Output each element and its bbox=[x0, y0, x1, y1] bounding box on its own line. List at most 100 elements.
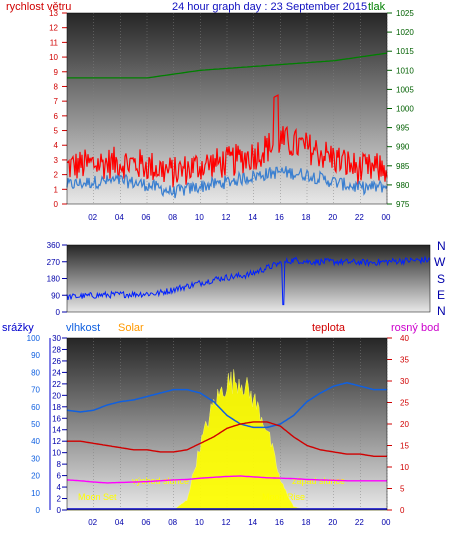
humidity-tick-label: 30 bbox=[31, 454, 40, 463]
legend-humidity: vlhkost bbox=[66, 322, 100, 334]
climate-x-tick-label: 10 bbox=[195, 518, 204, 527]
temperature-tick-label: 35 bbox=[400, 356, 409, 365]
direction-tick-label: 90 bbox=[51, 291, 60, 300]
climate-x-tick-label: 22 bbox=[355, 518, 364, 527]
solar-tick-label: 10 bbox=[52, 449, 61, 458]
solar-tick-label: 6 bbox=[57, 472, 62, 481]
humidity-tick-label: 70 bbox=[31, 386, 40, 395]
humidity-line bbox=[66, 381, 387, 429]
wind-tick-label: 5 bbox=[54, 127, 59, 136]
sunset-label: západ slunce bbox=[292, 476, 345, 486]
wind-tick-label: 8 bbox=[54, 82, 59, 91]
wind-x-tick-label: 04 bbox=[115, 213, 124, 222]
solar-tick-label: 28 bbox=[52, 345, 61, 354]
solar-tick-label: 14 bbox=[52, 426, 61, 435]
pressure-tick-label: 1000 bbox=[396, 105, 414, 114]
wind-gust-line bbox=[66, 94, 388, 188]
wind-x-tick-label: 18 bbox=[302, 213, 311, 222]
compass-s: S bbox=[437, 272, 445, 286]
solar-tick-label: 20 bbox=[52, 391, 61, 400]
solar-tick-label: 18 bbox=[52, 403, 61, 412]
legend-rain: srážky bbox=[2, 322, 34, 334]
climate-x-tick-label: 16 bbox=[275, 518, 284, 527]
compass-e: E bbox=[437, 288, 445, 302]
temperature-tick-label: 10 bbox=[400, 463, 409, 472]
climate-x-tick-label: 14 bbox=[248, 518, 257, 527]
humidity-tick-label: 50 bbox=[31, 420, 40, 429]
solar-tick-label: 16 bbox=[52, 414, 61, 423]
pressure-tick-label: 1025 bbox=[396, 9, 414, 18]
solar-tick-label: 12 bbox=[52, 437, 61, 446]
climate-x-tick-label: 08 bbox=[168, 518, 177, 527]
pressure-tick-label: 1010 bbox=[396, 66, 414, 75]
solar-tick-label: 22 bbox=[52, 380, 61, 389]
climate-x-tick-label: 00 bbox=[382, 518, 391, 527]
wind-panel-frame bbox=[66, 12, 388, 205]
wind-x-tick-label: 02 bbox=[88, 213, 97, 222]
solar-tick-label: 26 bbox=[52, 357, 61, 366]
temperature-tick-label: 15 bbox=[400, 442, 409, 451]
climate-x-tick-label: 18 bbox=[302, 518, 311, 527]
solar-tick-label: 0 bbox=[57, 506, 62, 515]
wind-average-line bbox=[66, 166, 388, 199]
wind-tick-label: 9 bbox=[54, 68, 59, 77]
wind-tick-label: 13 bbox=[49, 9, 58, 18]
wind-x-tick-label: 16 bbox=[275, 213, 284, 222]
compass-n-top: N bbox=[437, 239, 446, 253]
solar-tick-label: 4 bbox=[57, 483, 62, 492]
temperature-tick-label: 40 bbox=[400, 334, 409, 343]
wind-speed-label: rychlost větru bbox=[6, 1, 71, 13]
wind-tick-label: 10 bbox=[49, 53, 58, 62]
temperature-line bbox=[67, 421, 387, 457]
wind-direction-line bbox=[66, 255, 431, 306]
pressure-line bbox=[67, 52, 388, 79]
wind-tick-label: 3 bbox=[54, 156, 59, 165]
wind-x-tick-label: 10 bbox=[195, 213, 204, 222]
pressure-tick-label: 1020 bbox=[396, 28, 414, 37]
climate-x-tick-label: 06 bbox=[142, 518, 151, 527]
legend-dew-point: rosný bod bbox=[391, 322, 439, 334]
wind-tick-label: 2 bbox=[54, 171, 59, 180]
wind-x-tick-label: 14 bbox=[248, 213, 257, 222]
direction-tick-label: 0 bbox=[56, 308, 61, 317]
humidity-tick-label: 80 bbox=[31, 368, 40, 377]
pressure-tick-label: 1005 bbox=[396, 85, 414, 94]
direction-tick-label: 180 bbox=[47, 275, 61, 284]
wind-tick-label: 6 bbox=[54, 112, 59, 121]
wind-x-tick-label: 22 bbox=[355, 213, 364, 222]
humidity-tick-label: 90 bbox=[31, 351, 40, 360]
solar-tick-label: 24 bbox=[52, 368, 61, 377]
humidity-tick-label: 0 bbox=[36, 506, 41, 515]
compass-w: W bbox=[434, 255, 446, 269]
temperature-tick-label: 20 bbox=[400, 420, 409, 429]
solar-tick-label: 8 bbox=[57, 460, 62, 469]
compass-n-bottom: N bbox=[437, 304, 446, 318]
temperature-tick-label: 0 bbox=[400, 506, 405, 515]
pressure-tick-label: 985 bbox=[396, 162, 410, 171]
pressure-tick-label: 1015 bbox=[396, 47, 414, 56]
temperature-tick-label: 30 bbox=[400, 377, 409, 386]
wind-x-tick-label: 06 bbox=[142, 213, 151, 222]
legend-temperature: teplota bbox=[312, 322, 346, 334]
wind-tick-label: 4 bbox=[54, 141, 59, 150]
temperature-tick-label: 25 bbox=[400, 399, 409, 408]
pressure-label: tlak bbox=[368, 1, 386, 13]
solar-tick-label: 2 bbox=[57, 495, 62, 504]
wind-x-tick-label: 08 bbox=[168, 213, 177, 222]
direction-tick-label: 270 bbox=[47, 258, 61, 267]
pressure-tick-label: 990 bbox=[396, 143, 410, 152]
temperature-tick-label: 5 bbox=[400, 485, 405, 494]
wind-x-tick-label: 00 bbox=[382, 213, 391, 222]
climate-x-tick-label: 02 bbox=[88, 518, 97, 527]
direction-panel-frame bbox=[66, 244, 431, 313]
climate-x-tick-label: 20 bbox=[328, 518, 337, 527]
wind-tick-label: 0 bbox=[54, 200, 59, 209]
wind-tick-label: 11 bbox=[50, 38, 59, 47]
pressure-tick-label: 975 bbox=[396, 200, 410, 209]
wind-x-tick-label: 12 bbox=[222, 213, 231, 222]
direction-panel-bg bbox=[67, 245, 430, 312]
climate-panel-frame bbox=[66, 337, 388, 511]
pressure-tick-label: 980 bbox=[396, 181, 410, 190]
